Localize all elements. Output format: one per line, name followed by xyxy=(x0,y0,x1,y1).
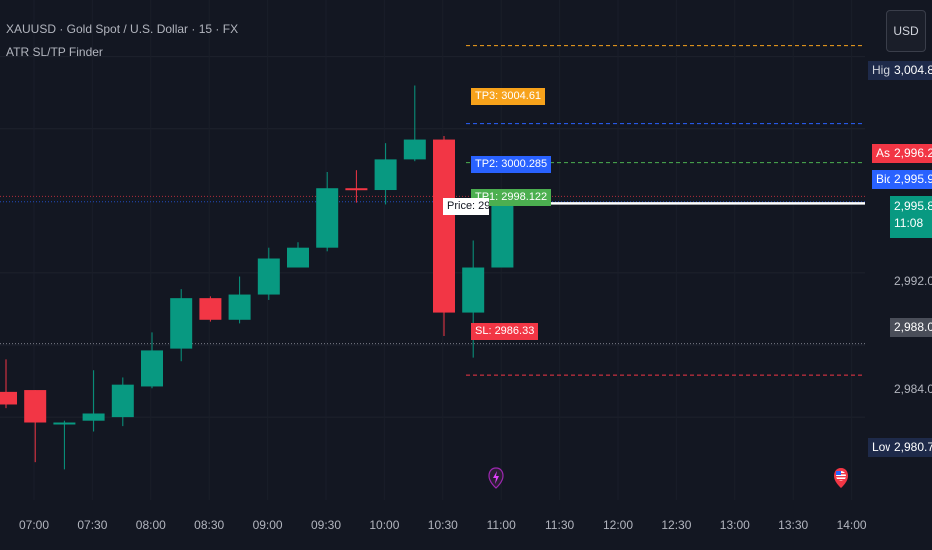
time-tick-label: 09:30 xyxy=(310,518,342,532)
candle-body xyxy=(53,422,76,425)
candle-body xyxy=(0,391,17,405)
currency-button[interactable]: USD xyxy=(886,10,926,52)
low-value: 2,980.73 xyxy=(890,438,932,457)
time-tick-label: 12:00 xyxy=(602,518,634,532)
candle-body xyxy=(141,350,163,387)
candle-body xyxy=(228,294,251,320)
candle-body xyxy=(374,159,397,191)
candle-body xyxy=(287,247,309,268)
us-flag-icon[interactable] xyxy=(833,467,849,489)
time-tick-label: 10:00 xyxy=(369,518,400,532)
time-tick-label: 14:00 xyxy=(836,518,867,532)
current-price-label: 2,995.86 11:08 xyxy=(890,196,932,238)
indicator-title[interactable]: ATR SL/TP Finder xyxy=(6,45,103,59)
price-tick-2992: 2,992.00 xyxy=(894,274,932,288)
time-tick-label: 11:30 xyxy=(545,518,575,532)
time-tick-label: 13:00 xyxy=(719,518,750,532)
time-tick-label: 07:00 xyxy=(18,518,50,532)
price-tick-2984: 2,984.00 xyxy=(894,382,932,396)
time-tick-label: 11:00 xyxy=(486,518,516,532)
candle-body xyxy=(82,413,105,421)
price-tick-2988: 2,988.08 xyxy=(890,318,932,337)
time-tick-label: 12:30 xyxy=(661,518,692,532)
candle-body xyxy=(345,188,368,191)
tp1-tag: TP1: 2998.122 xyxy=(471,189,552,206)
time-tick-label: 08:00 xyxy=(135,518,166,532)
candle-body xyxy=(491,203,514,268)
tp3-tag: TP3: 3004.61 xyxy=(471,88,546,105)
bid-value: 2,995.95 xyxy=(890,170,932,189)
symbol-title: XAUUSD · Gold Spot / U.S. Dollar · 15 · … xyxy=(6,22,239,36)
sl-tag: SL: 2986.33 xyxy=(471,323,539,340)
ask-value: 2,996.25 xyxy=(890,144,932,163)
candle-body xyxy=(170,298,193,349)
candle-body xyxy=(257,258,280,295)
candle-body xyxy=(433,139,455,313)
time-tick-label: 09:00 xyxy=(252,518,283,532)
current-price-value: 2,995.86 xyxy=(894,199,932,213)
candle-body xyxy=(199,298,222,320)
candle-body xyxy=(24,390,47,423)
time-tick-label: 08:30 xyxy=(194,518,225,532)
candle-body xyxy=(462,267,485,313)
candle-body xyxy=(403,139,426,160)
time-tick-label: 10:30 xyxy=(427,518,458,532)
high-value: 3,004.88 xyxy=(890,61,932,80)
bar-countdown: 11:08 xyxy=(894,216,924,230)
candle-body xyxy=(316,188,339,248)
price-tag: Price: 2995.86 xyxy=(443,198,489,215)
candle-body xyxy=(111,384,134,418)
time-tick-label: 07:30 xyxy=(77,518,108,532)
tp2-tag: TP2: 3000.285 xyxy=(471,156,552,173)
time-tick-label: 13:30 xyxy=(778,518,809,532)
lightning-icon[interactable] xyxy=(488,467,504,489)
